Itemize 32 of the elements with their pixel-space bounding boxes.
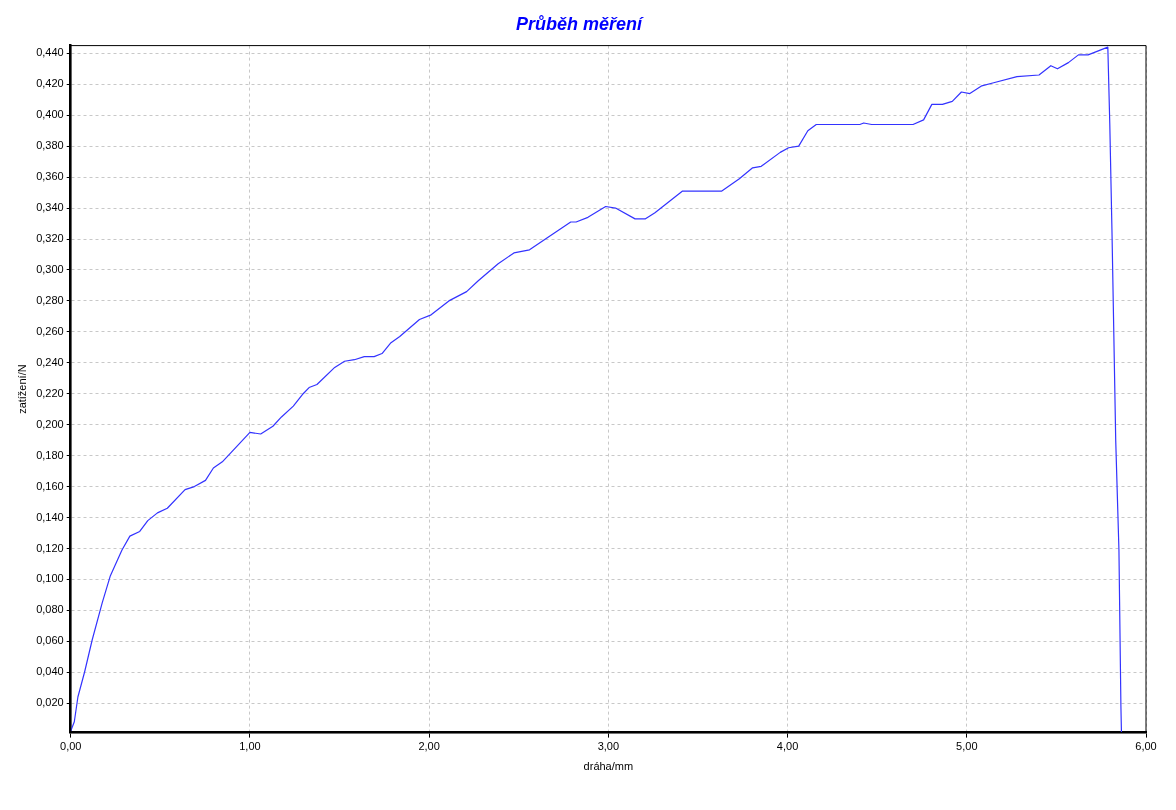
y-tick-label: 0,140 <box>36 510 64 523</box>
y-tick-label: 0,160 <box>36 479 64 492</box>
x-axis-title: dráha/mm <box>583 760 634 773</box>
y-tick-label: 0,440 <box>36 46 64 59</box>
y-tick-label: 0,280 <box>36 293 64 306</box>
y-tick-label: 0,040 <box>36 665 64 678</box>
x-tick-label: 1,00 <box>239 740 261 753</box>
y-tick-label: 0,080 <box>36 603 64 616</box>
y-tick-label: 0,380 <box>36 139 64 152</box>
y-tick-label: 0,100 <box>36 572 64 585</box>
y-tick-label: 0,400 <box>36 108 64 121</box>
y-tick-label: 0,240 <box>36 355 64 368</box>
y-tick-label: 0,120 <box>36 541 64 554</box>
x-tick-label: 2,00 <box>418 740 440 753</box>
y-tick-label: 0,300 <box>36 262 64 275</box>
x-tick-label: 4,00 <box>776 740 799 753</box>
y-tick-label: 0,360 <box>36 170 64 183</box>
x-tick-label: 6,00 <box>1135 740 1157 753</box>
chart-title: Průběh měření <box>515 13 645 34</box>
x-tick-label: 5,00 <box>956 740 978 753</box>
y-tick-label: 0,180 <box>36 448 64 461</box>
y-tick-label: 0,020 <box>36 696 64 709</box>
y-tick-label: 0,420 <box>36 77 64 90</box>
y-tick-label: 0,220 <box>36 386 64 399</box>
y-tick-label: 0,320 <box>36 232 64 245</box>
y-axis-title: zatížení/N <box>15 364 28 414</box>
y-tick-label: 0,340 <box>36 201 64 214</box>
y-tick-label: 0,200 <box>36 417 64 430</box>
y-tick-label: 0,260 <box>36 324 64 337</box>
x-tick-label: 3,00 <box>597 740 620 753</box>
y-tick-label: 0,060 <box>36 634 64 647</box>
x-tick-label: 0,00 <box>60 740 82 753</box>
